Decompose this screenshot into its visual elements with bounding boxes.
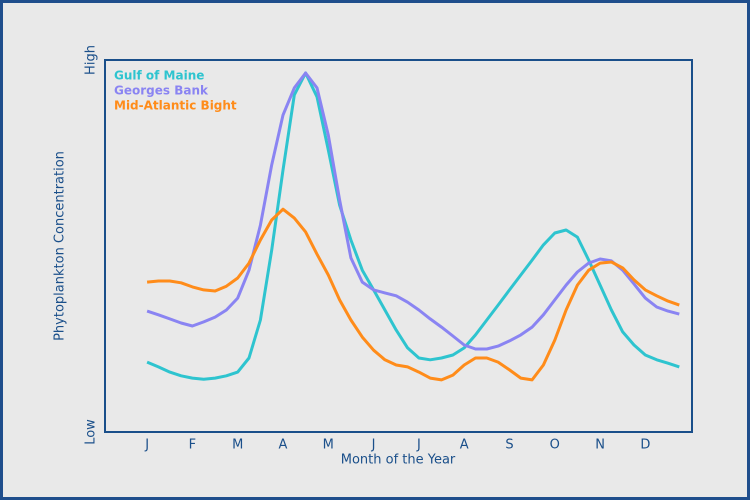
legend-entry: Georges Bank	[114, 84, 209, 98]
x-tick-label: M	[323, 438, 334, 453]
series-line	[146, 71, 680, 351]
x-tick-label: A	[279, 438, 288, 453]
legend-entry: Gulf of Maine	[114, 69, 204, 83]
y-tick-label: High	[84, 45, 99, 75]
series-line	[146, 207, 680, 382]
x-tick-label: A	[460, 438, 469, 453]
x-tick-label: M	[232, 438, 243, 453]
x-tick-label: J	[144, 438, 149, 453]
x-tick-label: F	[189, 438, 196, 453]
plot-frame	[104, 59, 693, 433]
y-tick-label: Low	[84, 419, 99, 445]
x-tick-label: O	[550, 438, 560, 453]
y-axis-label: Phytoplankton Concentration	[53, 151, 68, 341]
chart: Month of the Year Phytoplankton Concentr…	[53, 45, 693, 468]
x-tick-label: N	[595, 438, 605, 453]
legend-entry: Mid-Atlantic Bight	[114, 99, 237, 113]
x-tick-label: J	[371, 438, 376, 453]
series-line	[146, 71, 680, 381]
x-tick-label: J	[416, 438, 421, 453]
x-tick-label: S	[505, 438, 513, 453]
x-tick-label: D	[640, 438, 650, 453]
x-axis-label: Month of the Year	[341, 453, 456, 468]
